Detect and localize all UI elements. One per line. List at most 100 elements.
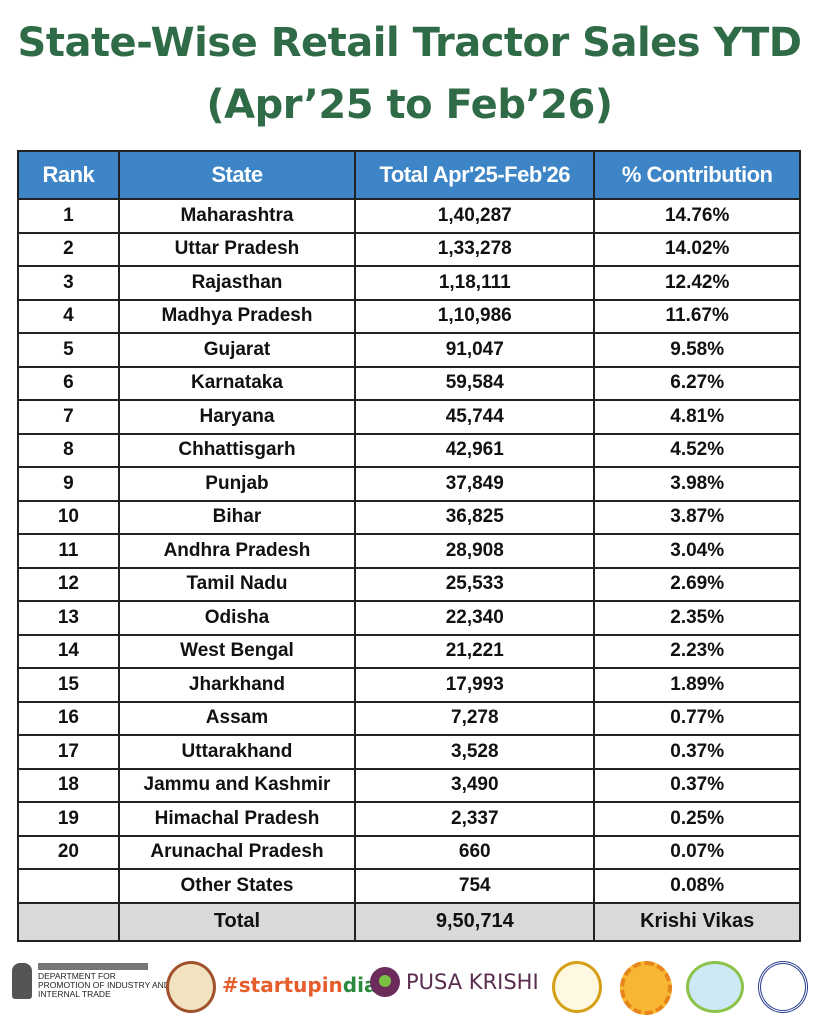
agri-university-logo (686, 961, 744, 1013)
cell-rank: 16 (17, 700, 120, 736)
cell-rank: 5 (17, 332, 120, 368)
total-cell-total: 9,50,714 (354, 901, 596, 942)
cell-total: 21,221 (354, 633, 596, 669)
cell-rank (17, 868, 120, 904)
cell-rank: 12 (17, 566, 120, 602)
table-row: 17 Uttarakhand 3,528 0.37% (17, 734, 801, 770)
table-row: 18 Jammu and Kashmir 3,490 0.37% (17, 767, 801, 803)
header-rank: Rank (17, 150, 120, 200)
cell-rank: 11 (17, 533, 120, 569)
cell-state: Arunachal Pradesh (117, 834, 357, 870)
cell-rank: 7 (17, 399, 120, 435)
cell-rank: 18 (17, 767, 120, 803)
table-row: 2 Uttar Pradesh 1,33,278 14.02% (17, 231, 801, 267)
krishi-seal-logo (166, 961, 216, 1013)
cell-contribution: 3.98% (593, 466, 801, 502)
cell-total: 7,278 (354, 700, 596, 736)
cell-rank: 4 (17, 298, 120, 334)
table-row: 7 Haryana 45,744 4.81% (17, 399, 801, 435)
cell-contribution: 14.76% (593, 198, 801, 234)
cell-state: Odisha (117, 600, 357, 636)
cell-total: 91,047 (354, 332, 596, 368)
table-row: 6 Karnataka 59,584 6.27% (17, 365, 801, 401)
cell-total: 3,490 (354, 767, 596, 803)
total-cell-rank (17, 901, 120, 942)
cell-total: 1,40,287 (354, 198, 596, 234)
cell-contribution: 11.67% (593, 298, 801, 334)
cell-total: 3,528 (354, 734, 596, 770)
cell-total: 754 (354, 868, 596, 904)
cell-contribution: 2.69% (593, 566, 801, 602)
dpiit-logo: DEPARTMENT FOR PROMOTION OF INDUSTRY AND… (12, 963, 170, 999)
cell-contribution: 0.37% (593, 767, 801, 803)
cell-contribution: 0.77% (593, 700, 801, 736)
partner-logos: DEPARTMENT FOR PROMOTION OF INDUSTRY AND… (0, 955, 819, 1015)
table-row: 11 Andhra Pradesh 28,908 3.04% (17, 533, 801, 569)
header-state: State (117, 150, 357, 200)
cell-state: Andhra Pradesh (117, 533, 357, 569)
cell-state: Uttar Pradesh (117, 231, 357, 267)
cell-state: Rajasthan (117, 265, 357, 301)
table-row: 16 Assam 7,278 0.77% (17, 700, 801, 736)
cell-state: Madhya Pradesh (117, 298, 357, 334)
cell-total: 1,10,986 (354, 298, 596, 334)
table-row: 20 Arunachal Pradesh 660 0.07% (17, 834, 801, 870)
cell-contribution: 4.81% (593, 399, 801, 435)
cell-state: West Bengal (117, 633, 357, 669)
cell-rank: 14 (17, 633, 120, 669)
cell-total: 17,993 (354, 667, 596, 703)
total-cell-state: Total (117, 901, 357, 942)
cell-rank: 2 (17, 231, 120, 267)
laurel-emblem-logo (552, 961, 602, 1013)
table-row: 1 Maharashtra 1,40,287 14.76% (17, 198, 801, 234)
header-contribution: % Contribution (593, 150, 801, 200)
cell-total: 45,744 (354, 399, 596, 435)
cell-total: 25,533 (354, 566, 596, 602)
cell-contribution: 0.08% (593, 868, 801, 904)
cell-rank: 3 (17, 265, 120, 301)
sales-table: Rank State Total Apr'25-Feb'26 % Contrib… (17, 150, 801, 942)
table-row: 14 West Bengal 21,221 2.23% (17, 633, 801, 669)
cell-state: Tamil Nadu (117, 566, 357, 602)
cell-rank: 17 (17, 734, 120, 770)
dpiit-line: PROMOTION OF INDUSTRY AND (38, 980, 170, 990)
pusa-text: PUSA KRISHI (406, 970, 539, 994)
page-title: State-Wise Retail Tractor Sales YTD (17, 20, 802, 66)
table-row: 13 Odisha 22,340 2.35% (17, 600, 801, 636)
table-row: 3 Rajasthan 1,18,111 12.42% (17, 265, 801, 301)
table-row: 12 Tamil Nadu 25,533 2.69% (17, 566, 801, 602)
cell-contribution: 9.58% (593, 332, 801, 368)
cell-total: 28,908 (354, 533, 596, 569)
cell-state: Uttarakhand (117, 734, 357, 770)
cell-total: 1,18,111 (354, 265, 596, 301)
cell-state: Karnataka (117, 365, 357, 401)
pusa-leaf-icon (370, 967, 400, 997)
startup-text: #startupin (222, 973, 343, 997)
cell-contribution: 14.02% (593, 231, 801, 267)
dpiit-line: INTERNAL TRADE (38, 989, 111, 999)
table-row: 9 Punjab 37,849 3.98% (17, 466, 801, 502)
total-row: Total 9,50,714 Krishi Vikas (17, 901, 801, 942)
icar-logo (758, 961, 808, 1013)
cell-total: 59,584 (354, 365, 596, 401)
cell-total: 2,337 (354, 801, 596, 837)
gear-emblem-logo (620, 961, 672, 1015)
cell-state: Gujarat (117, 332, 357, 368)
cell-contribution: 3.87% (593, 499, 801, 535)
table-row: 4 Madhya Pradesh 1,10,986 11.67% (17, 298, 801, 334)
table-row: 5 Gujarat 91,047 9.58% (17, 332, 801, 368)
cell-total: 37,849 (354, 466, 596, 502)
header-total: Total Apr'25-Feb'26 (354, 150, 596, 200)
cell-rank: 20 (17, 834, 120, 870)
cell-contribution: 0.07% (593, 834, 801, 870)
cell-contribution: 0.37% (593, 734, 801, 770)
table-row: Other States 754 0.08% (17, 868, 801, 904)
total-cell-contribution: Krishi Vikas (593, 901, 801, 942)
cell-contribution: 4.52% (593, 432, 801, 468)
cell-total: 42,961 (354, 432, 596, 468)
dpiit-line: DEPARTMENT FOR (38, 971, 116, 981)
cell-state: Assam (117, 700, 357, 736)
pusa-krishi-logo: PUSA KRISHI (370, 967, 539, 997)
page-subtitle: (Apr’25 to Feb’26) (206, 82, 613, 128)
cell-contribution: 12.42% (593, 265, 801, 301)
